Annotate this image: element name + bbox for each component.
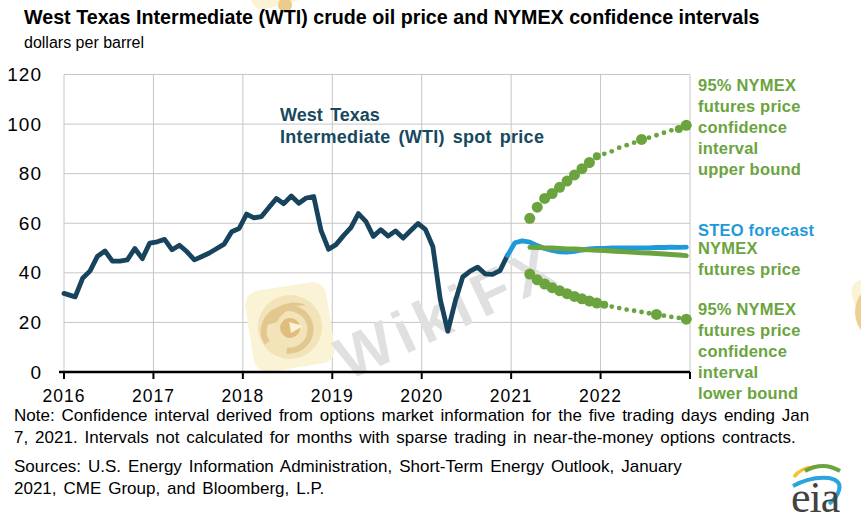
dot-upper xyxy=(624,143,629,148)
dot-lower xyxy=(647,311,652,316)
chart-subtitle: dollars per barrel xyxy=(24,34,144,52)
label-lower-line4: interval xyxy=(698,362,861,383)
x-tick-label: 2020 xyxy=(400,386,443,406)
dot-upper xyxy=(602,151,607,156)
dot-lower xyxy=(600,301,608,309)
label-upper-line2: futures price xyxy=(698,96,861,117)
label-lower-bound: 95% NYMEX futures price confidence inter… xyxy=(698,299,861,404)
dot-lower xyxy=(624,307,629,312)
dot-lower xyxy=(632,308,637,313)
note-line1: Note: Confidence interval derived from o… xyxy=(14,405,809,427)
watermark-text: WikiFX xyxy=(325,231,569,393)
label-upper-line3: confidence xyxy=(698,117,861,138)
watermark-logo xyxy=(243,280,337,374)
eia-logo-text: eia xyxy=(791,473,840,516)
x-tick-label: 2022 xyxy=(579,386,622,406)
dot-upper xyxy=(654,133,659,138)
dot-lower xyxy=(669,315,674,320)
dot-lower xyxy=(609,304,614,309)
dot-lower xyxy=(651,309,662,320)
dot-upper xyxy=(669,128,674,133)
label-nymex-futures: NYMEX futures price xyxy=(698,238,861,280)
label-nymex-line1: NYMEX xyxy=(698,238,861,259)
wti-spot-label-line2: Intermediate (WTI) spot price xyxy=(280,127,544,147)
x-tick-label: 2017 xyxy=(132,386,175,406)
chart-series xyxy=(64,120,692,331)
x-tick-label: 2016 xyxy=(43,386,86,406)
y-tick-label: 40 xyxy=(19,262,42,283)
dot-upper xyxy=(584,157,595,168)
note-text: Note: Confidence interval derived from o… xyxy=(14,405,809,449)
dot-lower xyxy=(662,313,667,318)
sources-line1: Sources: U.S. Energy Information Adminis… xyxy=(14,456,682,478)
label-upper-line5: upper bound xyxy=(698,159,861,180)
label-upper-bound: 95% NYMEX futures price confidence inter… xyxy=(698,75,861,180)
label-lower-line1: 95% NYMEX xyxy=(698,299,861,320)
eia-logo-green-swoosh xyxy=(805,466,840,471)
label-lower-line5: lower bound xyxy=(698,383,861,404)
label-upper-line4: interval xyxy=(698,138,861,159)
y-tick-label: 100 xyxy=(7,114,42,135)
chart-figure: West Texas Intermediate (WTI) crude oil … xyxy=(0,0,861,517)
label-nymex-line2: futures price xyxy=(698,259,861,280)
y-tick-label: 20 xyxy=(19,312,42,333)
dot-upper xyxy=(617,145,622,150)
dot-lower xyxy=(639,310,644,315)
dot-upper xyxy=(681,120,692,131)
label-lower-line3: confidence xyxy=(698,341,861,362)
wti-spot-label-line1: West Texas xyxy=(280,105,380,125)
eia-logo: eia xyxy=(779,450,861,516)
dot-upper xyxy=(532,202,543,213)
y-tick-label: 120 xyxy=(7,64,42,85)
x-tick-label: 2021 xyxy=(490,386,533,406)
x-tick-label: 2018 xyxy=(221,386,264,406)
dot-upper xyxy=(632,140,637,145)
label-upper-line1: 95% NYMEX xyxy=(698,75,861,96)
dot-upper xyxy=(662,130,667,135)
sources-text: Sources: U.S. Energy Information Adminis… xyxy=(14,456,682,500)
y-tick-label: 0 xyxy=(30,362,42,383)
y-tick-label: 60 xyxy=(19,213,42,234)
dot-lower xyxy=(681,314,692,325)
sources-line2: 2021, CME Group, and Bloomberg, L.P. xyxy=(14,478,682,500)
label-lower-line2: futures price xyxy=(698,320,861,341)
dot-lower xyxy=(617,306,622,311)
dot-upper xyxy=(609,149,614,154)
dot-upper xyxy=(593,152,601,160)
dot-upper xyxy=(524,213,535,224)
dot-upper xyxy=(647,135,652,140)
dot-upper xyxy=(636,134,647,145)
chart-title: West Texas Intermediate (WTI) crude oil … xyxy=(24,6,760,29)
note-line2: 7, 2021. Intervals not calculated for mo… xyxy=(14,427,809,449)
dot-lower xyxy=(676,316,681,321)
y-tick-label: 80 xyxy=(19,163,42,184)
x-tick-label: 2019 xyxy=(311,386,354,406)
